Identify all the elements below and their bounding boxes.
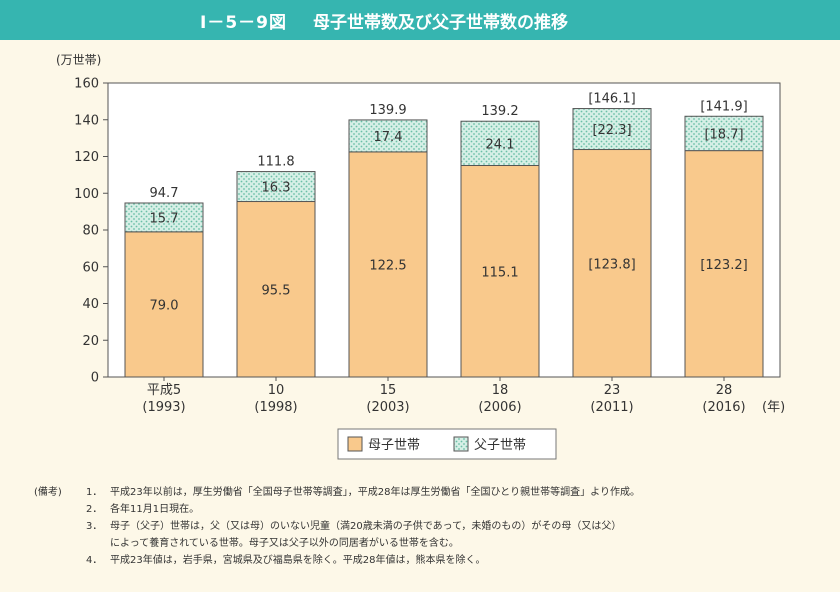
x-tick-label-year: (2016)	[702, 400, 745, 415]
data-label-boshi: [123.8]	[588, 257, 635, 272]
x-tick-label: 平成5	[147, 383, 181, 398]
note-text: 各年11月1日現在。	[110, 504, 200, 515]
data-label-total: 111.8	[257, 155, 294, 170]
bar-fushi	[124, 202, 204, 233]
note-text: 平成23年以前は，厚生労働省「全国母子世帯等調査」，平成28年は厚生労働省「全国…	[110, 487, 640, 498]
y-tick-label: 40	[82, 297, 99, 312]
bar-fushi	[572, 108, 652, 151]
legend-label-fushi: 父子世帯	[474, 438, 526, 453]
x-tick-label: 15	[380, 383, 397, 398]
y-tick-label: 160	[74, 77, 99, 92]
x-tick-label-year: (2011)	[590, 400, 633, 415]
y-tick-label: 100	[74, 187, 99, 202]
x-tick-label: 10	[268, 383, 285, 398]
data-label-total: 94.7	[150, 186, 179, 201]
note-number: 4．	[86, 555, 103, 566]
data-label-boshi: 122.5	[369, 258, 406, 273]
note-row: 2． 各年11月1日現在。	[34, 501, 834, 518]
chart: 0 20 40 60 80 100 120 140 160 (万世帯) 平成5 (1993) 10 (19…	[56, 53, 785, 460]
data-label-fushi: 15.7	[150, 211, 179, 226]
notes: (備考) 1． 平成23年以前は，厚生労働省「全国母子世帯等調査」，平成28年は…	[34, 484, 834, 569]
x-tick-label: 18	[492, 383, 509, 398]
x-tick-label-year: (2003)	[366, 400, 409, 415]
bar-boshi	[236, 201, 316, 378]
bar-fushi	[236, 171, 316, 203]
bar-boshi	[348, 151, 428, 378]
legend-swatch-boshi	[347, 436, 363, 452]
x-tick-label: 23	[604, 383, 621, 398]
data-label-boshi: 115.1	[481, 265, 518, 280]
y-tick-label: 120	[74, 150, 99, 165]
bar-boshi	[124, 231, 204, 378]
note-number	[86, 535, 102, 552]
data-label-fushi: 17.4	[374, 130, 403, 145]
data-label-total: [141.9]	[700, 99, 747, 114]
legend-label-boshi: 母子世帯	[368, 438, 420, 453]
note-row: 3． 母子（父子）世帯は，父（又は母）のいない児童（満20歳未満の子供であって，…	[34, 518, 834, 535]
y-tick-label: 140	[74, 113, 99, 128]
note-row: によって養育されている世帯。母子又は父子以外の同居者がいる世帯を含む。	[34, 535, 834, 552]
y-axis-label: (万世帯)	[56, 53, 101, 67]
note-number: 1．	[86, 487, 103, 498]
data-label-total: [146.1]	[588, 92, 635, 107]
bar-boshi	[684, 150, 764, 378]
data-label-boshi: 79.0	[150, 298, 179, 313]
legend-swatch-fushi	[453, 436, 469, 452]
bar-fushi	[684, 115, 764, 152]
note-number: 3．	[86, 521, 103, 532]
note-row: (備考) 1． 平成23年以前は，厚生労働省「全国母子世帯等調査」，平成28年は…	[34, 484, 834, 501]
figure-title-bar: I－5－9図 母子世帯数及び父子世帯数の推移	[0, 0, 840, 40]
bar-boshi	[572, 149, 652, 378]
note-row: 4． 平成23年値は，岩手県，宮城県及び福島県を除く。平成28年値は，熊本県を除…	[34, 552, 834, 569]
note-number: 2．	[86, 504, 103, 515]
data-label-boshi: [123.2]	[700, 258, 747, 273]
y-tick-label: 60	[82, 260, 99, 275]
x-tick-label-year: (1998)	[254, 400, 297, 415]
data-label-boshi: 95.5	[262, 283, 291, 298]
data-label-total: 139.2	[481, 104, 518, 119]
note-text: によって養育されている世帯。母子又は父子以外の同居者がいる世帯を含む。	[110, 538, 459, 549]
x-tick-label-year: (2006)	[478, 400, 521, 415]
note-text: 平成23年値は，岩手県，宮城県及び福島県を除く。平成28年値は，熊本県を除く。	[110, 555, 486, 566]
figure-title: 母子世帯数及び父子世帯数の推移	[312, 12, 568, 33]
x-tick-label: 28	[716, 383, 733, 398]
legend-box	[337, 428, 557, 460]
plot-area	[107, 82, 781, 378]
y-tick-label: 80	[82, 224, 99, 239]
y-tick-label: 0	[91, 371, 99, 386]
data-label-fushi: [18.7]	[704, 127, 743, 142]
x-tick-label-year: (1993)	[142, 400, 185, 415]
bar-fushi	[348, 119, 428, 153]
data-label-fushi: 24.1	[486, 137, 515, 152]
figure-number: I－5－9図	[200, 12, 287, 33]
data-label-fushi: [22.3]	[592, 123, 631, 138]
note-text: 母子（父子）世帯は，父（又は母）のいない児童（満20歳未満の子供であって，未婚の…	[110, 521, 622, 532]
x-axis-unit: (年)	[762, 400, 785, 415]
data-label-fushi: 16.3	[262, 181, 291, 196]
data-label-total: 139.9	[369, 103, 406, 118]
bar-fushi	[460, 120, 540, 167]
notes-prefix: (備考)	[34, 487, 62, 498]
y-tick-label: 20	[82, 334, 99, 349]
